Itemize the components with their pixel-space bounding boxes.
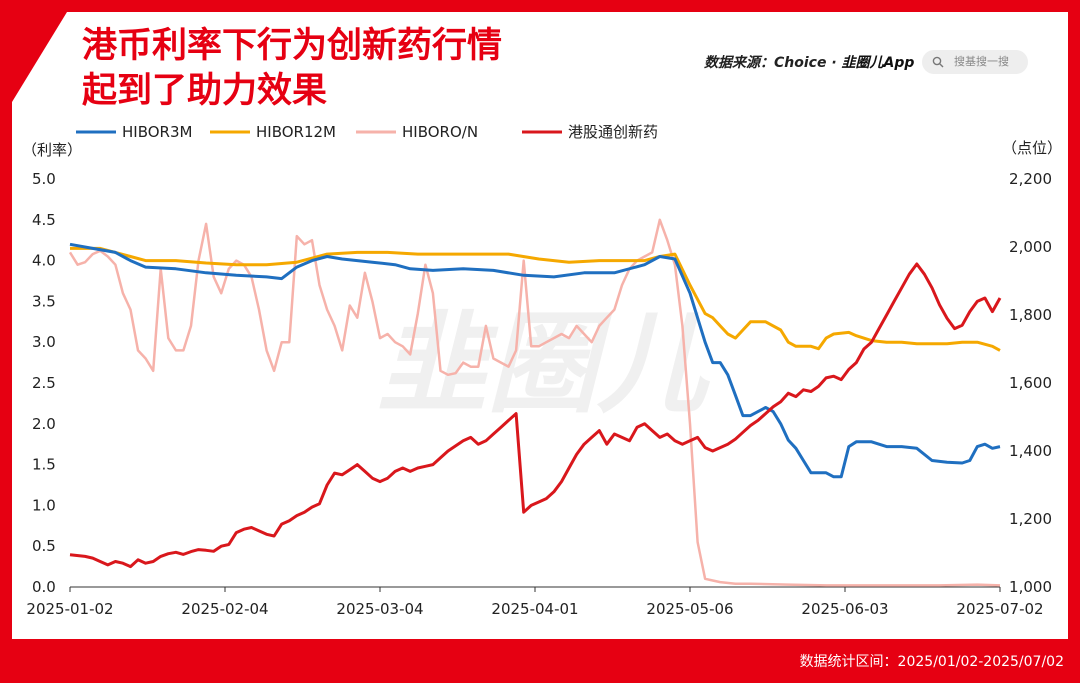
left-tick-label: 1.5 (32, 456, 56, 474)
legend-label: HIBOR12M (256, 123, 336, 141)
title-block: 港币利率下行为创新药行情 起到了助力效果 (82, 24, 502, 114)
x-axis-ticks: 2025-01-02 2025-02-04 2025-03-04 2025-04-01… (26, 587, 1044, 618)
legend-label: HIBOR3M (122, 123, 192, 141)
right-tick-label: 2,000 (1009, 238, 1052, 256)
left-tick-label: 3.0 (32, 333, 56, 351)
right-tick-label: 1,800 (1009, 306, 1052, 324)
left-tick-label: 1.0 (32, 496, 56, 514)
x-tick-label: 2025-06-03 (801, 600, 888, 618)
search-placeholder: 搜基搜一搜 (954, 55, 1009, 68)
right-tick-label: 1,200 (1009, 510, 1052, 528)
legend-label: HIBORO/N (402, 123, 478, 141)
x-tick-label: 2025-07-02 (956, 600, 1043, 618)
right-axis-label: （点位） (1002, 139, 1062, 157)
right-tick-label: 1,600 (1009, 374, 1052, 392)
title-line-2: 起到了助力效果 (82, 71, 328, 111)
x-tick-label: 2025-05-06 (646, 600, 733, 618)
left-tick-label: 2.0 (32, 415, 56, 433)
left-tick-label: 0.5 (32, 537, 56, 555)
chart-card: 港币利率下行为创新药行情 起到了助力效果 数据来源：Choice · 韭圈儿Ap… (12, 12, 1068, 639)
x-tick-label: 2025-01-02 (26, 600, 113, 618)
x-tick-label: 2025-02-04 (181, 600, 268, 618)
left-tick-label: 0.0 (32, 578, 56, 596)
footer-period: 数据统计区间：2025/01/02-2025/07/02 (799, 654, 1064, 670)
corner-accent (12, 12, 67, 102)
x-tick-label: 2025-03-04 (336, 600, 423, 618)
left-tick-label: 3.5 (32, 292, 56, 310)
right-axis-ticks: 1,000 1,200 1,400 1,600 1,800 2,000 2,200 (1009, 170, 1052, 596)
right-tick-label: 2,200 (1009, 170, 1052, 188)
line-chart: 韭圈儿 HIBOR3M HIBOR12M HIBORO/N 港股通创新药 （利率） （… (22, 123, 1062, 618)
series-line-3 (68, 218, 1001, 587)
search-box[interactable]: 搜基搜一搜 (922, 50, 1028, 74)
chart-series (68, 218, 1002, 587)
legend-label: 港股通创新药 (568, 123, 658, 141)
left-tick-label: 4.0 (32, 252, 56, 270)
data-source: 数据来源：Choice · 韭圈儿App (704, 52, 914, 72)
search-icon (932, 50, 944, 74)
series-line-1 (69, 242, 1001, 479)
left-axis-ticks: 0.0 0.5 1.0 1.5 2.0 2.5 3.0 3.5 4.0 4.5 5.0 (32, 170, 56, 596)
x-tick-label: 2025-04-01 (491, 600, 578, 618)
data-source-prefix: 数据来源：Choice · (704, 55, 842, 71)
title-line-1: 港币利率下行为创新药行情 (82, 26, 503, 66)
left-tick-label: 4.5 (32, 211, 56, 229)
left-tick-label: 2.5 (32, 374, 56, 392)
chart-legend: HIBOR3M HIBOR12M HIBORO/N 港股通创新药 (76, 123, 658, 141)
series-line-2 (70, 246, 1001, 352)
right-tick-label: 1,400 (1009, 442, 1052, 460)
brand-logo-text: 韭圈儿App (841, 55, 915, 71)
left-tick-label: 5.0 (32, 170, 56, 188)
right-tick-label: 1,000 (1009, 578, 1052, 596)
watermark: 韭圈儿 (377, 300, 711, 428)
series-line-4 (69, 262, 1002, 569)
left-axis-label: （利率） (22, 141, 82, 159)
